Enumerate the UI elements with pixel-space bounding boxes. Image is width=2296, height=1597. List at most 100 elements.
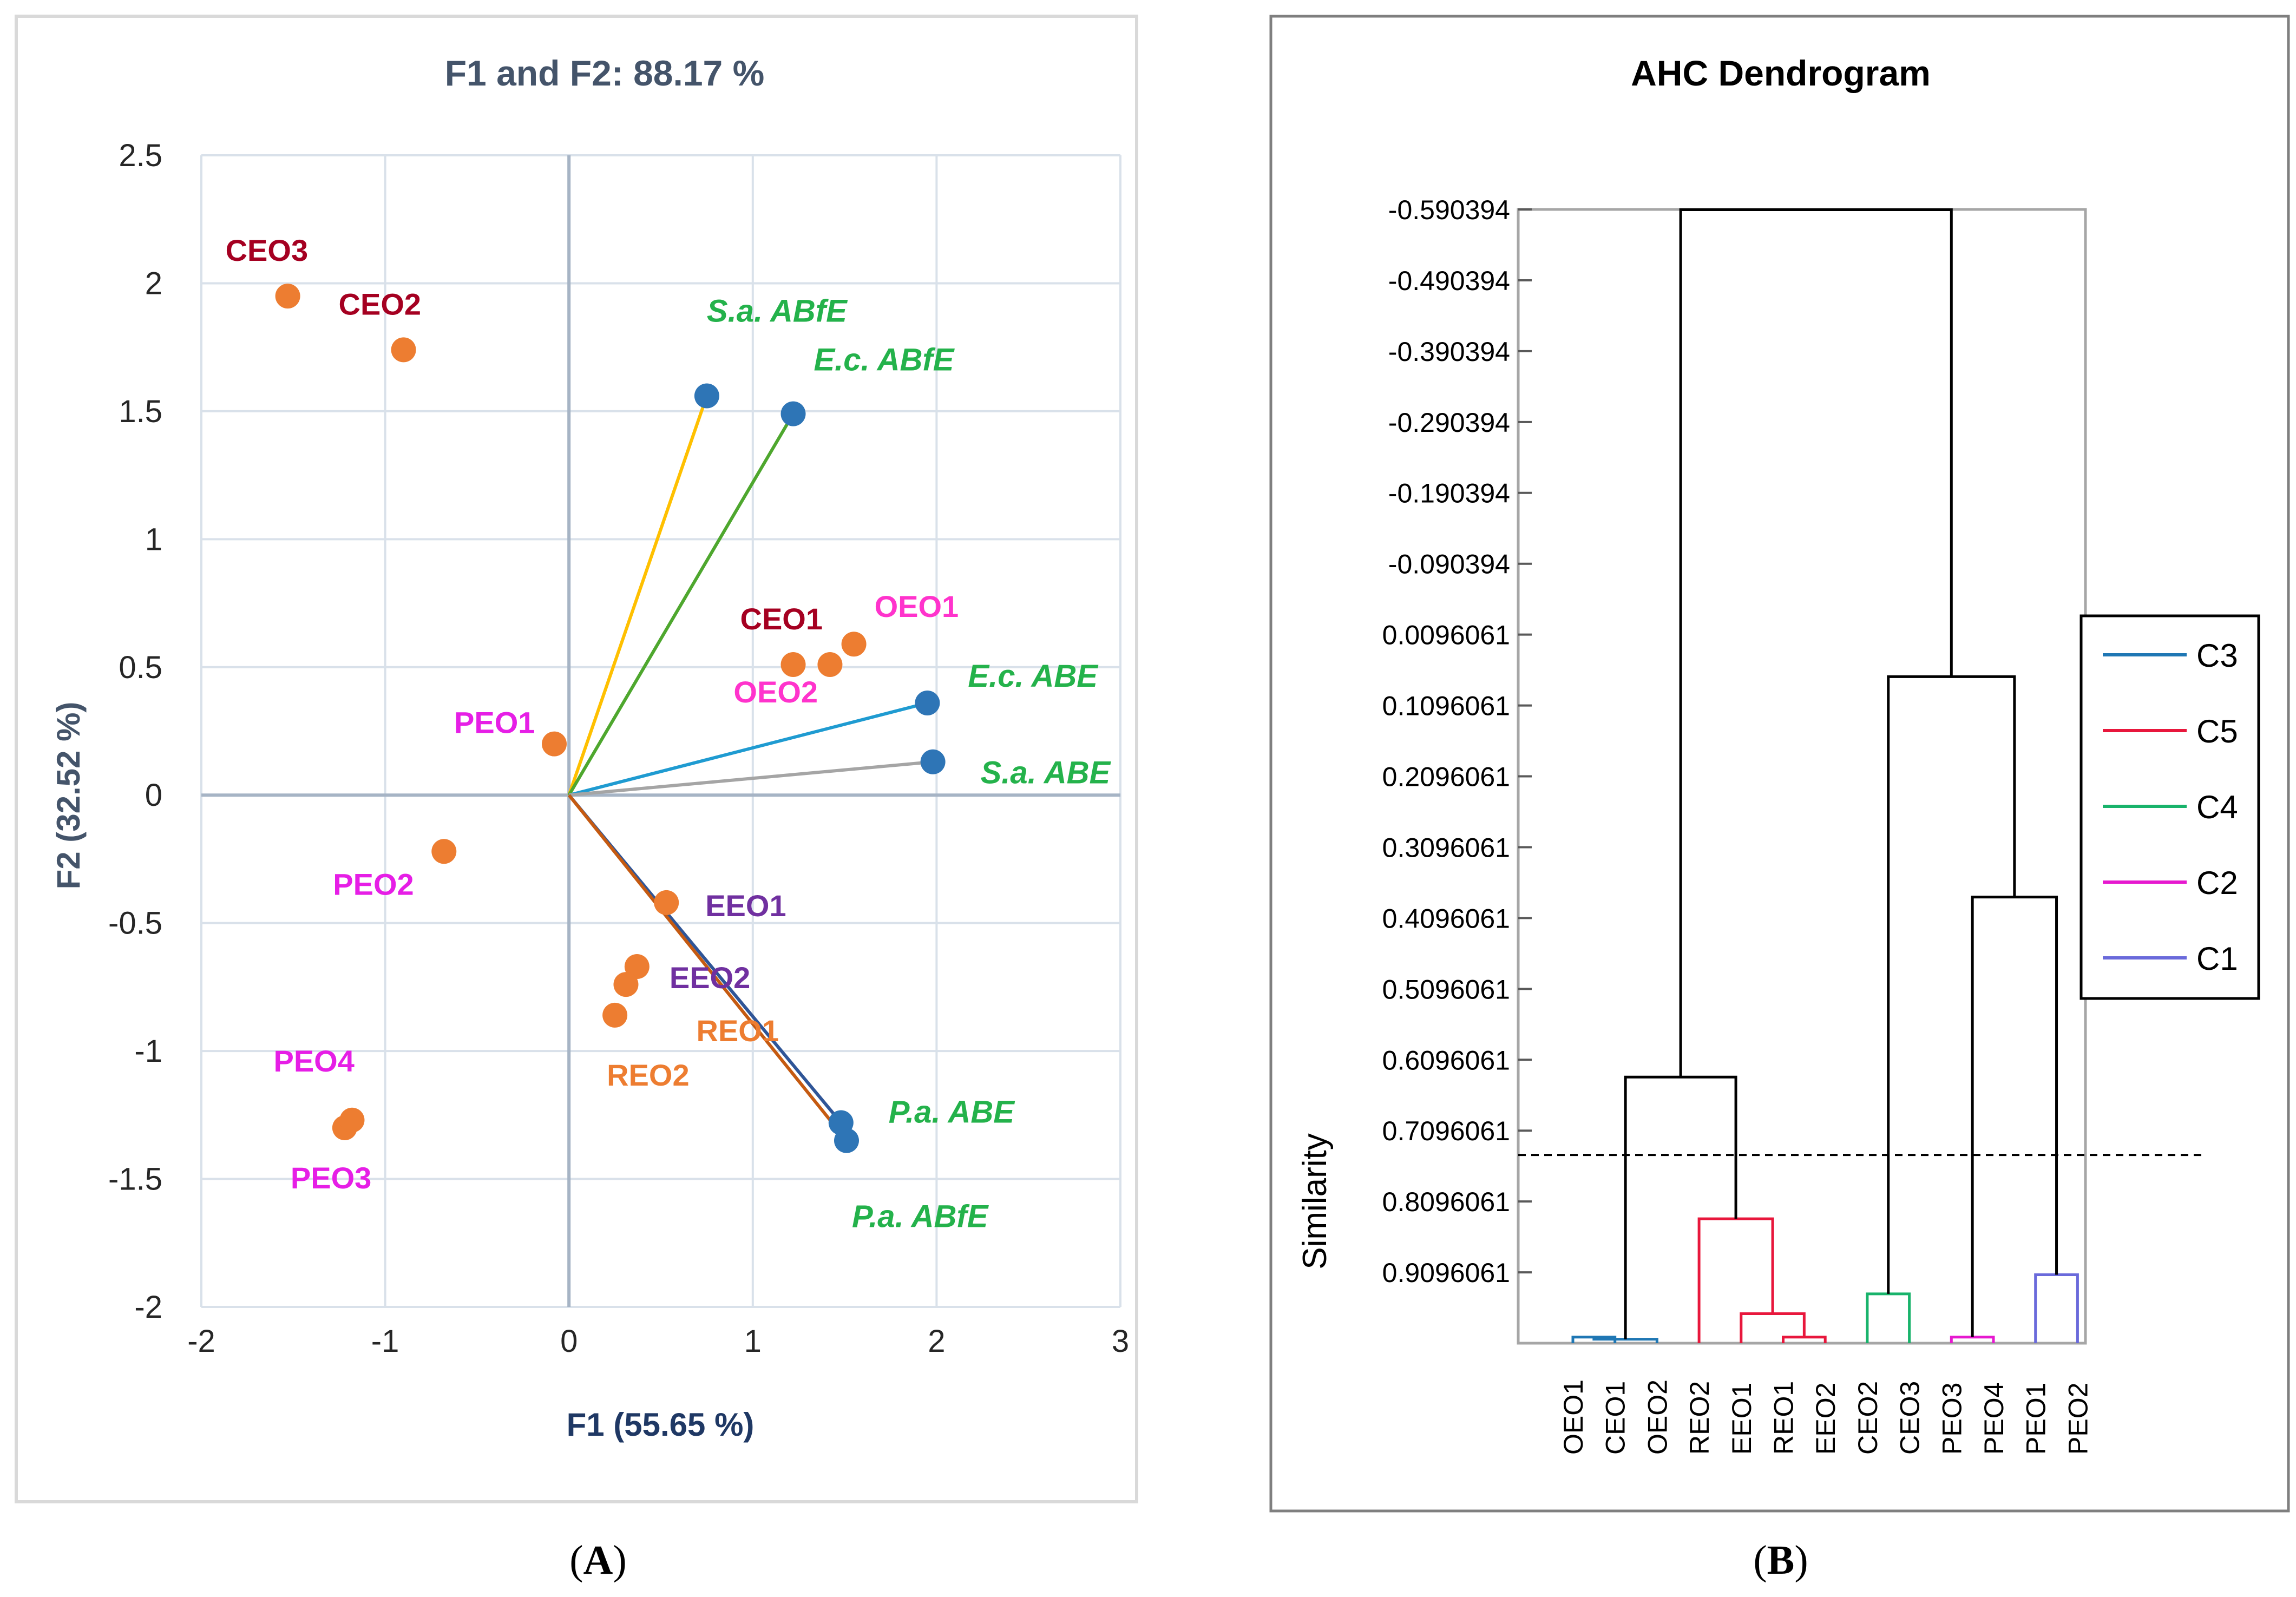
dendrogram-link [1866, 1292, 1911, 1343]
variable-point [920, 749, 946, 774]
similarity-tick-label: 0.6096061 [1382, 1045, 1510, 1075]
observation-point [817, 652, 843, 678]
variable-label: E.c. ABE [968, 659, 1099, 694]
x-tick-label: 2 [928, 1324, 945, 1359]
leaf-label: REO2 [1684, 1381, 1715, 1455]
y-tick-label: -1.5 [108, 1162, 162, 1197]
legend-label: C3 [2196, 638, 2238, 674]
similarity-axis-label: Similarity [1296, 1133, 1334, 1269]
dendrogram-link [1971, 896, 2058, 1337]
observation-label: REO2 [607, 1058, 690, 1092]
similarity-tick-label: 0.5096061 [1382, 974, 1510, 1004]
gridlines [200, 154, 1121, 1308]
observation-label: OEO1 [875, 589, 959, 623]
x-tick-label: 1 [744, 1324, 762, 1359]
observation-label: REO1 [696, 1014, 779, 1048]
similarity-tick-label: 0.8096061 [1382, 1187, 1510, 1217]
observation-point [391, 337, 416, 363]
similarity-tick-label: 0.7096061 [1382, 1116, 1510, 1146]
leaf-label: EEO2 [1810, 1383, 1841, 1455]
variable-vectors [567, 395, 933, 1142]
observation-point [542, 731, 567, 757]
x-tick-label: -2 [187, 1324, 215, 1359]
variable-point [915, 690, 940, 715]
legend-label: C2 [2196, 865, 2238, 901]
observation-label: CEO2 [339, 287, 422, 321]
variable-vector [568, 760, 933, 797]
similarity-tick-label: -0.190394 [1388, 478, 1510, 509]
y-tick-label: 1.5 [119, 394, 162, 429]
x-tick-label: 3 [1112, 1324, 1129, 1359]
x-axis-label: F1 (55.65 %) [567, 1407, 755, 1443]
dendrogram-link [1592, 1337, 1658, 1343]
similarity-tick-label: -0.590394 [1388, 195, 1510, 225]
leaf-label: EEO1 [1727, 1383, 1757, 1455]
observation-points [275, 284, 867, 1140]
dendrogram-panel: AHC Dendrogram -0.590394 -0.490394 -0.3903… [1269, 15, 2290, 1513]
legend-label: C5 [2196, 713, 2238, 750]
y-tick-label: -0.5 [108, 906, 162, 941]
x-tick-label: 0 [560, 1324, 578, 1359]
observation-label: PEO3 [291, 1161, 371, 1195]
dendrogram-link [1697, 1217, 1774, 1343]
similarity-tick-label: 0.9096061 [1382, 1258, 1510, 1288]
dendrogram-link [2034, 1273, 2079, 1343]
y-tick-label: 2.5 [119, 138, 162, 173]
leaf-label: PEO4 [1979, 1383, 2009, 1455]
variable-points [694, 383, 946, 1153]
leaf-label: CEO2 [1853, 1381, 1883, 1455]
variable-label: S.a. ABfE [707, 294, 848, 329]
observation-point [841, 632, 867, 657]
observation-label: PEO1 [454, 706, 535, 740]
similarity-tick-label: 0.0096061 [1382, 620, 1510, 650]
similarity-tick-label: -0.290394 [1388, 408, 1510, 438]
observation-point [613, 972, 639, 997]
x-tick-label: -1 [371, 1324, 399, 1359]
variable-label: S.a. ABE [981, 755, 1112, 791]
y-tick-label: 1 [145, 522, 162, 557]
variable-vector [568, 701, 928, 797]
y-tick-labels: -2 -1.5 -1 -0.5 0 0.5 1 1.5 2 2.5 [108, 138, 162, 1325]
observation-label: PEO4 [273, 1044, 354, 1078]
observation-point [654, 890, 679, 915]
leaf-label: CEO3 [1895, 1381, 1925, 1455]
similarity-tick-label: -0.390394 [1388, 337, 1510, 367]
similarity-tick-label: -0.090394 [1388, 549, 1510, 580]
panel-b-caption: (B) [1753, 1537, 1808, 1583]
axes [201, 155, 1120, 1307]
pca-biplot-panel: F1 and F2: 88.17 % -2 -1.5 -1 -0.5 0 0.5 1 1.5 2… [15, 15, 1138, 1503]
point-labels: CEO3 CEO2 CEO1 OEO1 OEO2 PEO1 PEO2 PEO3 PEO4 EEO1… [226, 233, 1112, 1234]
cluster-legend: C3 C5 C4 C2 C1 [2079, 614, 2260, 1000]
variable-label: P.a. ABfE [852, 1199, 989, 1234]
variable-vector [567, 395, 709, 796]
panel-a-frame [15, 15, 1138, 1503]
variable-point [780, 401, 806, 426]
observation-label: CEO1 [740, 602, 823, 636]
y-tick-label: -2 [134, 1290, 162, 1325]
observation-point [431, 839, 457, 864]
panel-a-title: F1 and F2: 88.17 % [445, 53, 765, 93]
variable-label: P.a. ABE [889, 1095, 1015, 1130]
observation-label: OEO2 [733, 675, 818, 709]
leaf-label: PEO1 [2021, 1383, 2051, 1455]
variable-vector [567, 413, 795, 796]
observation-label: EEO2 [670, 961, 750, 995]
variable-label: E.c. ABfE [814, 343, 955, 378]
leaf-labels: OEO1 CEO1 OEO2 REO2 EEO1 REO1 EEO2 CEO2 CEO3 PEO3… [1558, 1379, 2093, 1455]
leaf-label: PEO3 [1937, 1383, 1967, 1455]
observation-point [602, 1002, 628, 1028]
similarity-tick-label: -0.490394 [1388, 266, 1510, 296]
y-tick-label: 0 [145, 778, 162, 813]
y-tick-label: 0.5 [119, 650, 162, 685]
variable-point [834, 1128, 859, 1153]
leaf-label: OEO1 [1558, 1379, 1589, 1455]
panel-a-caption: (A) [569, 1537, 627, 1583]
y-tick-label: -1 [134, 1034, 162, 1069]
similarity-tick-label: 0.4096061 [1382, 903, 1510, 934]
observation-label: PEO2 [333, 867, 414, 901]
x-tick-labels: -2 -1 0 1 2 3 [187, 1324, 1129, 1359]
similarity-tick-label: 0.2096061 [1382, 762, 1510, 792]
dendrogram-tree [1571, 208, 2079, 1343]
variable-point [694, 383, 719, 409]
